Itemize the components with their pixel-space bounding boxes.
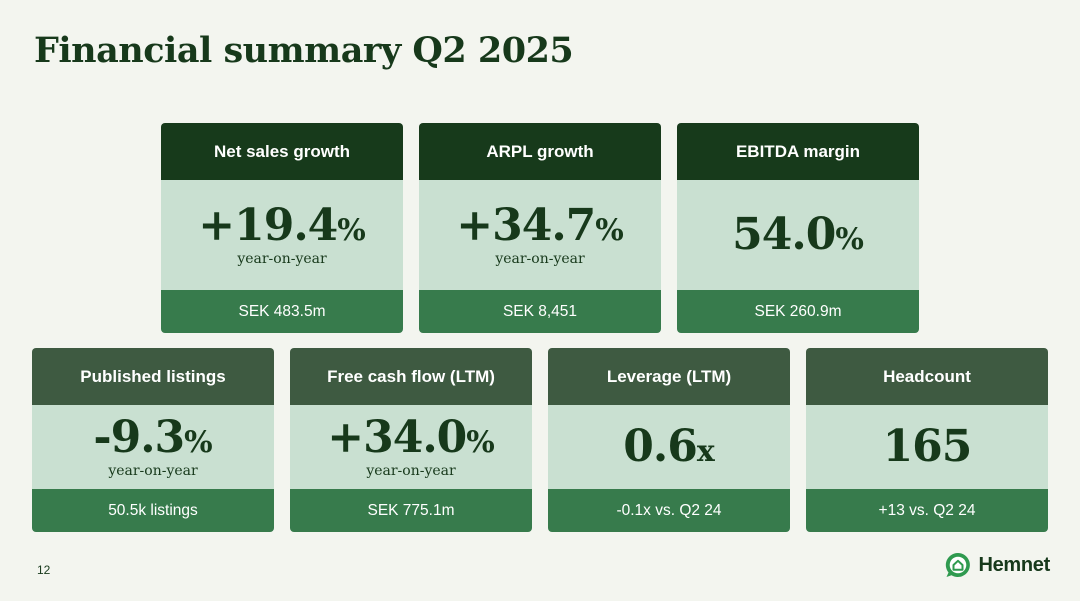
- card-published-listings: Published listings -9.3% year-on-year 50…: [32, 348, 274, 532]
- card-footer: SEK 483.5m: [161, 290, 403, 333]
- card-footer: SEK 8,451: [419, 290, 661, 333]
- card-body: 54.0%: [677, 180, 919, 290]
- brand-name: Hemnet: [978, 553, 1050, 576]
- card-footer: SEK 260.9m: [677, 290, 919, 333]
- card-free-cash-flow: Free cash flow (LTM) +34.0% year-on-year…: [290, 348, 532, 532]
- card-body: 165: [806, 405, 1048, 489]
- card-footer: SEK 775.1m: [290, 489, 532, 532]
- card-body: +19.4% year-on-year: [161, 180, 403, 290]
- card-body: +34.0% year-on-year: [290, 405, 532, 489]
- slide-title: Financial summary Q2 2025: [34, 30, 574, 71]
- card-label: EBITDA margin: [677, 123, 919, 180]
- card-unit: %: [184, 424, 213, 460]
- card-label: Leverage (LTM): [548, 348, 790, 405]
- card-label: Net sales growth: [161, 123, 403, 180]
- card-headcount: Headcount 165 +13 vs. Q2 24: [806, 348, 1048, 532]
- card-unit: %: [466, 424, 495, 460]
- house-in-speech-bubble-icon: [946, 552, 971, 577]
- card-footer: +13 vs. Q2 24: [806, 489, 1048, 532]
- card-value: +34.7%: [456, 199, 624, 251]
- card-value: +34.0%: [327, 411, 495, 463]
- card-label: Published listings: [32, 348, 274, 405]
- card-footer: 50.5k listings: [32, 489, 274, 532]
- card-ebitda-margin: EBITDA margin 54.0% SEK 260.9m: [677, 123, 919, 333]
- card-net-sales-growth: Net sales growth +19.4% year-on-year SEK…: [161, 123, 403, 333]
- card-label: ARPL growth: [419, 123, 661, 180]
- page-number: 12: [37, 563, 51, 577]
- card-unit: %: [835, 222, 864, 257]
- card-footer: -0.1x vs. Q2 24: [548, 489, 790, 532]
- card-leverage: Leverage (LTM) 0.6x -0.1x vs. Q2 24: [548, 348, 790, 532]
- card-label: Headcount: [806, 348, 1048, 405]
- card-subtitle: year-on-year: [108, 462, 198, 479]
- card-value: 165: [882, 421, 973, 472]
- card-body: +34.7% year-on-year: [419, 180, 661, 290]
- card-value: +19.4%: [198, 199, 366, 251]
- card-value: 54.0%: [732, 209, 864, 260]
- card-value: 0.6x: [623, 421, 715, 472]
- card-unit: x: [696, 434, 715, 469]
- card-value: -9.3%: [93, 411, 213, 463]
- card-unit: %: [337, 212, 366, 248]
- card-subtitle: year-on-year: [495, 250, 585, 267]
- card-subtitle: year-on-year: [237, 250, 327, 267]
- card-body: 0.6x: [548, 405, 790, 489]
- card-arpl-growth: ARPL growth +34.7% year-on-year SEK 8,45…: [419, 123, 661, 333]
- card-unit: %: [595, 212, 624, 248]
- hemnet-logo: Hemnet: [944, 551, 1050, 579]
- card-label: Free cash flow (LTM): [290, 348, 532, 405]
- card-body: -9.3% year-on-year: [32, 405, 274, 489]
- card-subtitle: year-on-year: [366, 462, 456, 479]
